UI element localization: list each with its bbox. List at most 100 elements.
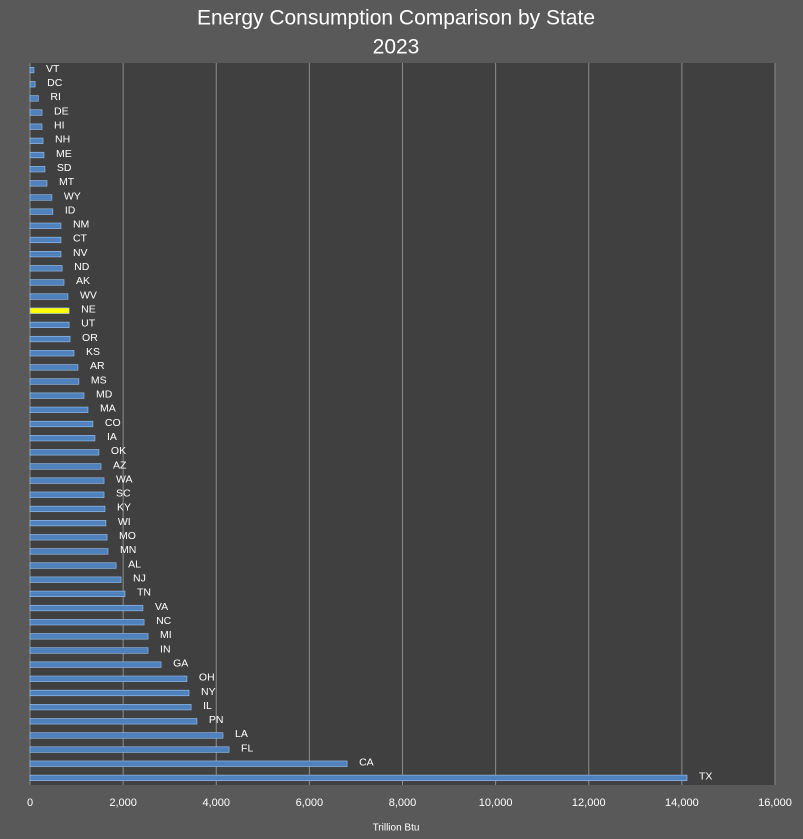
- bar: [29, 293, 69, 300]
- bar: [29, 66, 35, 74]
- bar: [29, 435, 96, 442]
- bar: [29, 378, 80, 385]
- category-label: NH: [55, 134, 70, 146]
- category-label: NM: [73, 219, 89, 231]
- x-tick-label: 0: [27, 797, 33, 809]
- category-label: PN: [209, 714, 224, 726]
- category-label: ND: [74, 261, 90, 273]
- bar: [29, 661, 162, 668]
- bar: [29, 647, 149, 654]
- category-label: MN: [120, 544, 136, 556]
- bar: [29, 109, 43, 116]
- bar: [29, 505, 106, 513]
- bar: [29, 95, 39, 102]
- chart-title: Energy Consumption Comparison by State: [197, 7, 595, 30]
- category-label: NY: [201, 686, 216, 698]
- category-label: AL: [128, 558, 141, 570]
- category-label: AR: [90, 360, 105, 372]
- category-label: KY: [117, 502, 131, 514]
- bar: [29, 137, 44, 144]
- bar: [29, 166, 46, 173]
- bar: [29, 335, 71, 343]
- x-axis-label: Trillion Btu: [373, 823, 420, 834]
- category-label: OH: [199, 672, 215, 684]
- category-label: NC: [156, 615, 172, 627]
- bar: [29, 718, 198, 725]
- category-label: MI: [160, 629, 172, 641]
- category-label: AK: [76, 275, 90, 287]
- x-tick-label: 14,000: [665, 797, 699, 809]
- category-label: GA: [173, 657, 188, 669]
- bar: [29, 760, 348, 767]
- category-label: VT: [46, 63, 60, 75]
- x-tick-label: 6,000: [296, 797, 324, 809]
- bar: [29, 774, 688, 782]
- category-label: NV: [73, 247, 88, 259]
- bar: [29, 364, 79, 371]
- category-label: LA: [235, 728, 248, 740]
- x-tick-label: 12,000: [572, 797, 606, 809]
- category-label: WV: [80, 289, 97, 301]
- x-tick-label: 2,000: [109, 797, 137, 809]
- category-label: CO: [105, 417, 121, 429]
- category-label: IL: [203, 700, 212, 712]
- category-label: WA: [116, 473, 133, 485]
- bar: [29, 463, 102, 470]
- x-tick-label: 10,000: [479, 797, 513, 809]
- category-label: WY: [64, 190, 81, 202]
- category-label: VA: [155, 601, 168, 613]
- bar: [29, 420, 94, 428]
- category-label: UT: [81, 318, 96, 330]
- bar: [29, 534, 108, 541]
- category-label: CA: [359, 757, 374, 769]
- category-label: MS: [91, 374, 107, 386]
- bar: [29, 123, 43, 130]
- category-label: MT: [59, 176, 75, 188]
- category-label: AZ: [113, 459, 127, 471]
- x-tick-label: 16,000: [758, 797, 792, 809]
- bar: [29, 633, 149, 640]
- bar: [29, 222, 62, 229]
- category-label: DE: [54, 105, 69, 117]
- chart-subtitle: 2023: [373, 36, 420, 59]
- bar: [29, 81, 36, 88]
- category-label: SC: [116, 488, 131, 500]
- category-label: NJ: [133, 573, 146, 585]
- category-label: HI: [54, 119, 64, 131]
- bar: [29, 194, 53, 201]
- bar: [29, 180, 48, 187]
- category-label: TX: [699, 771, 712, 783]
- category-label: CT: [73, 233, 88, 245]
- bar: [29, 236, 62, 244]
- bar: [29, 491, 105, 498]
- category-label: OR: [82, 332, 98, 344]
- bar: [29, 675, 188, 682]
- category-label: DC: [47, 77, 63, 89]
- bar: [29, 307, 70, 314]
- bar: [29, 279, 65, 286]
- bar: [29, 151, 45, 159]
- category-label: SD: [57, 162, 72, 174]
- bar: [29, 604, 144, 612]
- bar: [29, 590, 126, 597]
- x-tick-label: 8,000: [389, 797, 417, 809]
- category-label: KS: [86, 346, 100, 358]
- bar: [29, 746, 230, 753]
- category-label: RI: [50, 91, 61, 103]
- bar: [29, 449, 100, 456]
- bar: [29, 619, 145, 626]
- category-label: MO: [119, 530, 136, 542]
- category-label: MA: [100, 403, 116, 415]
- category-label: MD: [96, 388, 113, 400]
- category-label: OK: [111, 445, 126, 457]
- bar: [29, 265, 63, 272]
- category-label: FL: [241, 742, 253, 754]
- category-label: NE: [81, 304, 96, 316]
- bar: [29, 208, 54, 215]
- bar: [29, 576, 122, 583]
- bar: [29, 477, 105, 484]
- bar: [29, 406, 89, 413]
- category-label: TN: [137, 587, 151, 599]
